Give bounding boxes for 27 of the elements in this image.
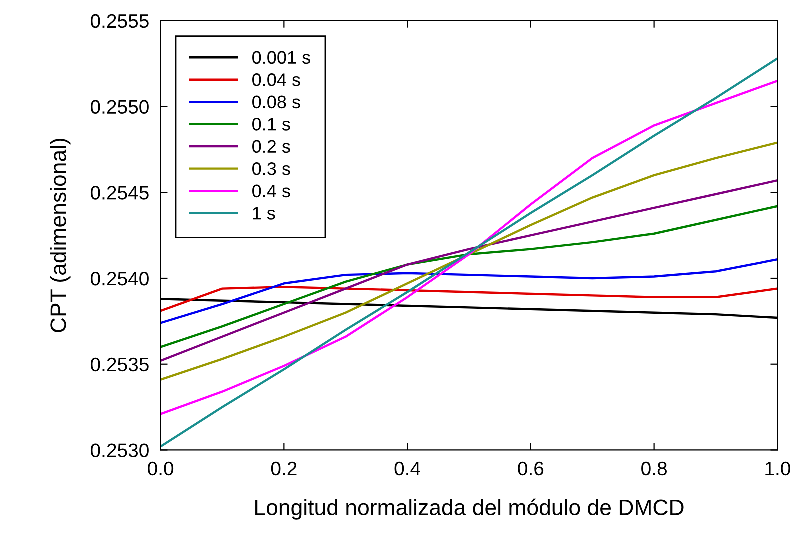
legend-label: 0.1 s bbox=[252, 118, 290, 131]
legend-label: 0.2 s bbox=[252, 140, 290, 154]
y-tick-label: 0.2530 bbox=[90, 444, 149, 458]
x-axis-title: Longitud normalizada del módulo de DMCD bbox=[256, 498, 684, 520]
legend-label: 0.3 s bbox=[252, 162, 290, 176]
x-tick-label: 0.8 bbox=[642, 462, 667, 476]
legend-label: 0.4 s bbox=[252, 184, 290, 198]
legend-label: 1 s bbox=[253, 207, 276, 220]
x-tick-label: 1.0 bbox=[766, 462, 790, 476]
y-tick-label: 0.2555 bbox=[90, 14, 149, 28]
x-tick-label: 0.6 bbox=[518, 462, 544, 476]
y-axis-title: CPT (adimensional) bbox=[50, 138, 71, 332]
line-series bbox=[160, 180, 778, 362]
y-tick-label: 0.2545 bbox=[90, 186, 149, 200]
line-series bbox=[160, 258, 778, 324]
x-tick-label: 0.0 bbox=[148, 462, 174, 476]
x-tick-label: 0.4 bbox=[394, 462, 420, 476]
line-series bbox=[160, 205, 778, 348]
line-series bbox=[160, 142, 778, 381]
legend-label: 0.04 s bbox=[252, 74, 300, 86]
y-tick-label: 0.2550 bbox=[90, 100, 149, 114]
legend-label: 0.08 s bbox=[252, 96, 300, 109]
line-series bbox=[160, 286, 778, 312]
legend-label: 0.001 s bbox=[252, 51, 310, 64]
y-tick-label: 0.2540 bbox=[90, 272, 149, 286]
x-tick-label: 0.2 bbox=[271, 462, 297, 476]
y-tick-label: 0.2535 bbox=[90, 358, 149, 372]
